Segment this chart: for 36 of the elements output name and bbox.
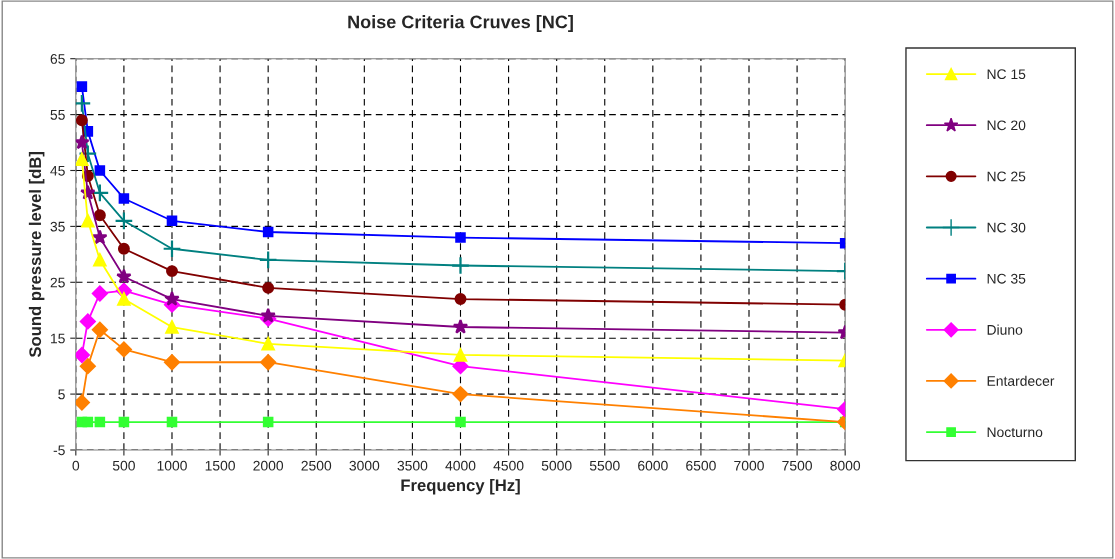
x-tick-label: 1500 bbox=[205, 460, 235, 471]
x-tick-label: 2500 bbox=[301, 460, 332, 471]
x-tick-label: 2000 bbox=[253, 460, 284, 471]
x-tick-label: 5500 bbox=[589, 460, 620, 471]
y-axis-title: Sound pressure level [dB] bbox=[28, 152, 45, 358]
y-tick-label: 65 bbox=[50, 54, 65, 64]
x-tick-label: 8000 bbox=[830, 460, 861, 471]
x-tick-label: 3000 bbox=[349, 460, 380, 471]
x-tick-label: 6000 bbox=[638, 460, 668, 471]
x-tick-label: 5000 bbox=[541, 460, 572, 471]
x-tick-label: 3500 bbox=[397, 460, 428, 471]
legend-label: NC 35 bbox=[987, 273, 1026, 284]
x-tick-label: 500 bbox=[112, 460, 135, 471]
chart-title: Noise Criteria Cruves [NC] bbox=[348, 15, 573, 32]
legend-label: Entardecer bbox=[987, 375, 1055, 386]
legend-label: Nocturno bbox=[987, 427, 1043, 438]
legend-label: NC 30 bbox=[987, 222, 1026, 233]
y-tick-label: -5 bbox=[53, 445, 65, 456]
y-tick-label: 5 bbox=[58, 389, 65, 400]
x-tick-label: 6500 bbox=[686, 460, 716, 471]
y-tick-label: 55 bbox=[50, 110, 65, 120]
x-tick-label: 1000 bbox=[157, 460, 187, 471]
legend-label: NC 25 bbox=[987, 171, 1026, 182]
y-tick-label: 35 bbox=[50, 221, 65, 232]
x-tick-label: 7500 bbox=[782, 460, 812, 471]
x-tick-label: 7000 bbox=[734, 460, 764, 471]
x-axis-title: Frequency [Hz] bbox=[401, 478, 520, 495]
x-tick-label: 0 bbox=[72, 460, 80, 471]
x-tick-label: 4000 bbox=[445, 460, 476, 471]
legend-label: NC 15 bbox=[987, 69, 1026, 80]
y-tick-label: 45 bbox=[50, 165, 65, 176]
y-tick-label: 15 bbox=[51, 333, 65, 344]
x-tick-label: 4500 bbox=[493, 460, 524, 471]
legend-label: NC 20 bbox=[987, 120, 1026, 131]
legend-label: Diuno bbox=[987, 324, 1023, 335]
y-tick-label: 25 bbox=[50, 277, 65, 288]
